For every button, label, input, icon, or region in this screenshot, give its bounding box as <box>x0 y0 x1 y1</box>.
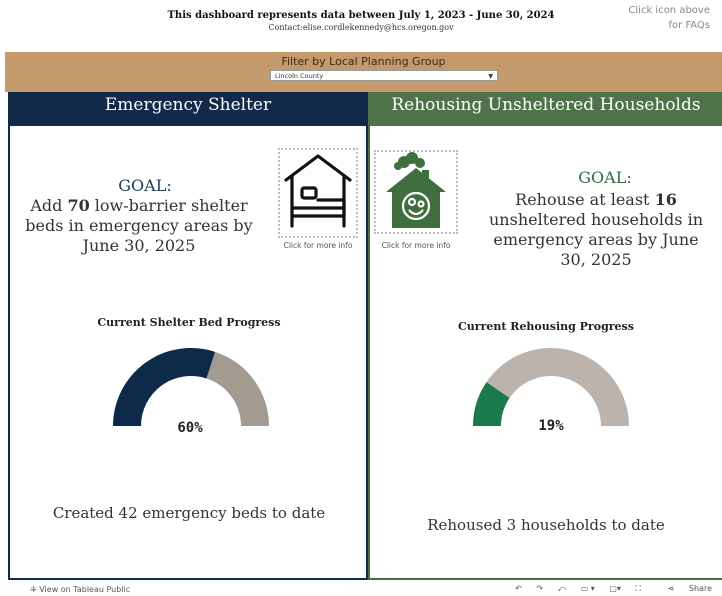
shelter-click-info[interactable]: Click for more info <box>283 241 353 250</box>
rehousing-progress-gauge <box>473 348 629 426</box>
rehousing-goal-number: 16 <box>654 190 677 209</box>
emergency-shelter-panel: Emergency Shelter GOAL: Add 70 low-barri… <box>8 92 368 580</box>
rehousing-gauge-remaining <box>486 348 629 426</box>
shelter-goal-text: Add 70 low-barrier shelter beds in emerg… <box>10 196 268 256</box>
refresh-icon[interactable]: ▭ ▾ <box>580 584 595 593</box>
share-label: Share <box>688 584 712 593</box>
shelter-goal-label: GOAL: <box>118 176 172 195</box>
shelter-summary: Created 42 emergency beds to date <box>52 504 326 522</box>
shelter-gauge-filled <box>113 348 216 426</box>
tableau-footer: ⁜ View on Tableau Public ↶ ↷ ⤺ ▭ ▾ ▢▾ ⛶ … <box>0 582 722 596</box>
rehousing-panel: Rehousing Unsheltered Households Click f… <box>368 92 722 580</box>
tableau-logo-icon: ⁜ <box>30 585 37 594</box>
faq-hint: Click icon above for FAQs <box>620 3 710 33</box>
rehousing-goal-pre: Rehouse at least <box>515 190 655 209</box>
rehousing-info-button[interactable] <box>374 150 458 234</box>
shelter-progress-percent: 60% <box>177 420 203 436</box>
local-planning-group-dropdown[interactable]: Lincoln County ▼ <box>270 70 498 81</box>
emergency-shelter-heading: Emergency Shelter <box>8 92 368 126</box>
view-on-tableau-text: View on Tableau Public <box>39 585 131 594</box>
revert-icon[interactable]: ⤺ <box>557 584 567 593</box>
filter-band: Filter by Local Planning Group Lincoln C… <box>5 52 722 92</box>
shelter-info-button[interactable] <box>278 148 358 238</box>
house-family-icon <box>386 152 446 228</box>
rehousing-heading: Rehousing Unsheltered Households <box>368 92 722 126</box>
rehousing-gauge-filled <box>473 382 510 426</box>
rehousing-goal-label: GOAL: <box>578 168 632 187</box>
rehousing-summary: Rehoused 3 households to date <box>427 516 665 534</box>
share-button[interactable]: ⋖ Share <box>656 584 712 593</box>
tableau-toolbar: ↶ ↷ ⤺ ▭ ▾ ▢▾ ⛶ ⋖ Share <box>503 584 712 594</box>
rehousing-goal-text: Rehouse at least 16 unsheltered househol… <box>480 190 712 270</box>
rehousing-goal-post: unsheltered households in emergency area… <box>489 210 703 269</box>
faq-hint-line1: Click icon above <box>628 5 710 16</box>
shelter-goal-pre: Add <box>30 196 68 215</box>
rehousing-progress-title: Current Rehousing Progress <box>458 320 634 333</box>
redo-icon[interactable]: ↷ <box>536 584 544 593</box>
fullscreen-icon[interactable]: ⛶ <box>635 584 642 593</box>
faq-hint-line2: for FAQs <box>668 20 710 31</box>
contact-email: Contact:elise.cordlekennedy@hcs.oregon.g… <box>268 23 454 32</box>
shelter-gauge-remaining <box>206 351 269 426</box>
bed-icon <box>284 154 352 228</box>
rehousing-click-info[interactable]: Click for more info <box>381 241 451 250</box>
filter-title: Filter by Local Planning Group <box>281 55 446 68</box>
dropdown-selected-value: Lincoln County <box>275 72 324 80</box>
share-icon: ⋖ <box>667 584 675 593</box>
chevron-down-icon: ▼ <box>488 73 493 80</box>
rehousing-progress-percent: 19% <box>538 418 564 434</box>
shelter-progress-title: Current Shelter Bed Progress <box>97 316 281 329</box>
shelter-progress-gauge <box>113 348 269 426</box>
view-on-tableau-link[interactable]: ⁜ View on Tableau Public <box>30 585 130 594</box>
dashboard-date-range: This dashboard represents data between J… <box>167 10 555 21</box>
shelter-goal-post: low-barrier shelter beds in emergency ar… <box>25 196 253 255</box>
comment-icon[interactable]: ▢▾ <box>609 584 621 593</box>
undo-icon[interactable]: ↶ <box>515 584 522 593</box>
shelter-goal-number: 70 <box>67 196 90 215</box>
